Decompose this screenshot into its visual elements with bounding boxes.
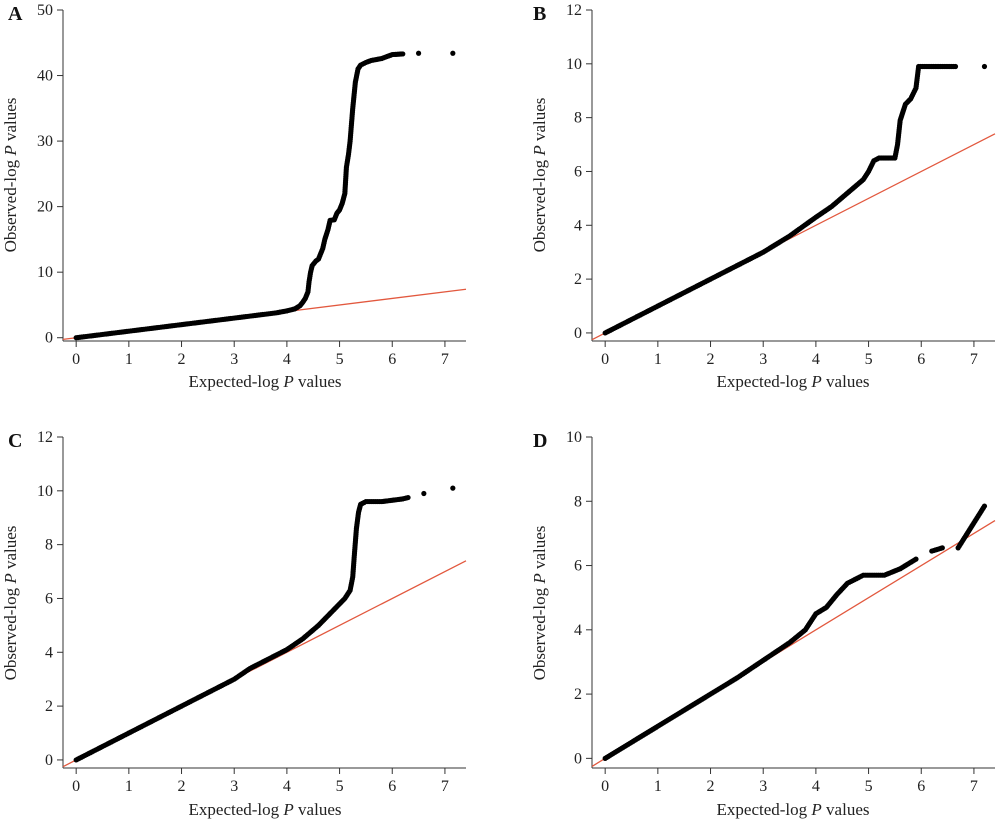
x-tick-label: 2	[707, 351, 715, 368]
panel-letter: B	[533, 3, 546, 25]
y-tick-label: 6	[574, 558, 582, 575]
x-tick-label: 7	[441, 778, 449, 795]
panel-a: A 0 10 20 30 40 50 0 1 2 3 4 5 6 7 Expected-log P value…	[1, 2, 467, 391]
x-tick-label: 1	[125, 351, 133, 368]
y-tick-label: 0	[45, 330, 53, 347]
y-tick-label: 40	[37, 68, 53, 85]
x-tick-label: 6	[917, 778, 925, 795]
y-tick-label: 6	[574, 163, 582, 180]
x-tick-label: 2	[178, 778, 186, 795]
y-tick-label: 10	[37, 483, 53, 500]
x-tick-label: 0	[601, 351, 609, 368]
x-tick-label: 3	[230, 351, 238, 368]
data-point	[981, 63, 988, 70]
data-point	[405, 494, 411, 501]
y-tick-label: 8	[574, 493, 582, 510]
y-tick-label: 0	[574, 325, 582, 342]
data-point	[421, 490, 427, 497]
x-tick-label: 0	[72, 778, 80, 795]
data-point	[981, 503, 988, 509]
y-tick-label: 10	[566, 429, 582, 446]
x-tick-label: 5	[865, 351, 873, 368]
data-point	[450, 485, 456, 491]
x-tick-label: 0	[601, 778, 609, 795]
x-tick-label: 7	[970, 778, 978, 795]
data-point	[415, 50, 422, 56]
x-tick-label: 1	[125, 778, 133, 795]
y-tick-label: 30	[37, 133, 53, 150]
data-point	[913, 556, 919, 562]
x-tick-label: 5	[336, 778, 344, 795]
y-tick-label: 8	[45, 537, 53, 554]
y-tick-label: 10	[566, 56, 582, 73]
y-axis-title: Observed-log P values	[530, 98, 549, 253]
y-tick-label: 6	[45, 590, 53, 607]
x-tick-label: 1	[654, 778, 662, 795]
x-tick-label: 4	[812, 351, 820, 368]
y-axis-title: Observed-log P values	[1, 98, 20, 253]
x-tick-label: 6	[388, 778, 396, 795]
x-axis-title: Expected-log P values	[189, 372, 342, 391]
data-point	[939, 545, 945, 551]
x-tick-label: 7	[970, 351, 978, 368]
x-tick-label: 4	[812, 778, 820, 795]
x-tick-label: 3	[759, 778, 767, 795]
x-axis-title: Expected-log P values	[717, 372, 870, 391]
y-tick-label: 12	[37, 429, 53, 446]
x-tick-label: 7	[441, 351, 449, 368]
y-tick-label: 8	[574, 110, 582, 127]
data-point	[400, 51, 406, 57]
y-axis-title: Observed-log P values	[1, 526, 20, 681]
x-tick-label: 5	[336, 351, 344, 368]
x-tick-label: 3	[230, 778, 238, 795]
panel-letter: C	[8, 430, 22, 452]
x-axis-title: Expected-log P values	[189, 800, 342, 819]
x-tick-label: 0	[72, 351, 80, 368]
y-tick-label: 4	[574, 217, 582, 234]
x-tick-label: 6	[917, 351, 925, 368]
x-tick-label: 2	[178, 351, 186, 368]
y-tick-label: 50	[37, 2, 53, 19]
panel-d: D 0 2 4 6 8 10 0 1 2 3 4 5 6 7 Expected-log P values Obs…	[530, 429, 996, 819]
y-tick-label: 0	[45, 752, 53, 769]
x-tick-label: 6	[388, 351, 396, 368]
y-tick-label: 2	[574, 686, 582, 703]
data-point	[952, 63, 959, 70]
x-axis-title: Expected-log P values	[717, 800, 870, 819]
x-tick-label: 4	[283, 778, 291, 795]
panel-letter: D	[533, 430, 547, 452]
y-tick-label: 2	[45, 698, 53, 715]
y-axis-title: Observed-log P values	[530, 526, 549, 681]
y-tick-label: 10	[37, 264, 53, 281]
x-tick-label: 2	[707, 778, 715, 795]
y-tick-label: 20	[37, 199, 53, 216]
data-point	[450, 50, 456, 56]
panel-letter: A	[8, 3, 23, 25]
y-tick-label: 0	[574, 750, 582, 767]
x-tick-label: 3	[759, 351, 767, 368]
x-tick-label: 4	[283, 351, 291, 368]
y-tick-label: 2	[574, 271, 582, 288]
x-tick-label: 1	[654, 351, 662, 368]
x-tick-label: 5	[865, 778, 873, 795]
y-tick-label: 4	[574, 622, 582, 639]
y-tick-label: 12	[566, 2, 582, 19]
y-tick-label: 4	[45, 644, 53, 661]
